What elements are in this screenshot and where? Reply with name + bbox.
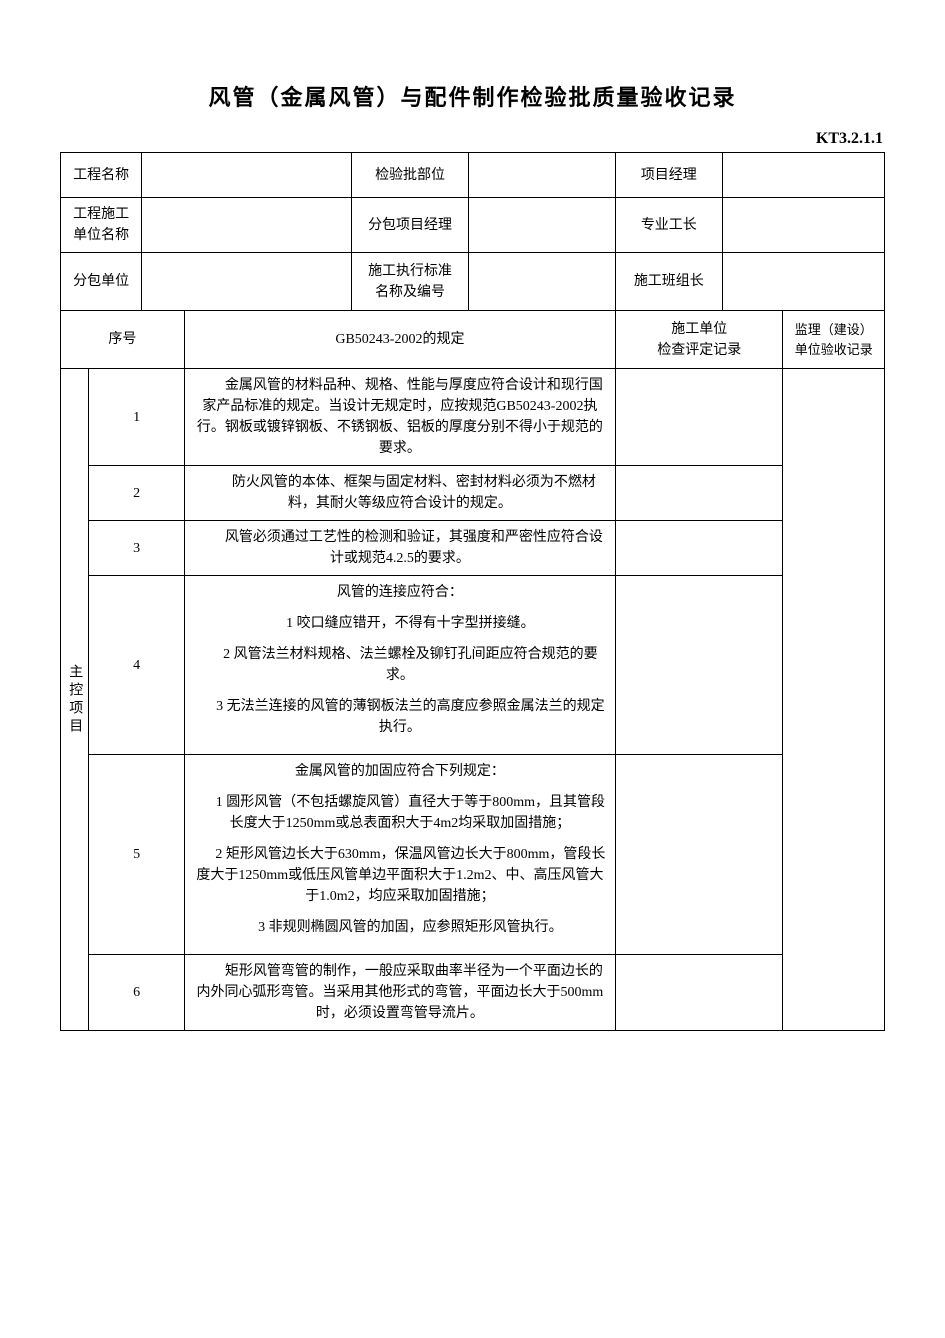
- header-row-1: 工程名称 检验批部位 项目经理: [61, 153, 885, 198]
- content-header-row: 序号 GB50243-2002的规定 施工单位 检查评定记录 监理（建设） 单位…: [61, 311, 885, 369]
- item4-head: 风管的连接应符合：: [191, 582, 609, 603]
- section-main-control: 主控项目: [61, 369, 89, 1031]
- col-supervision-record: 监理（建设） 单位验收记录: [783, 311, 885, 369]
- label-pm: 项目经理: [616, 153, 723, 198]
- item5-head: 金属风管的加固应符合下列规定：: [191, 761, 609, 782]
- check-cell-4[interactable]: [616, 576, 783, 755]
- item-text-3: 风管必须通过工艺性的检测和验证，其强度和严密性应符合设计或规范4.2.5的要求。: [184, 521, 615, 576]
- form-code: KT3.2.1.1: [60, 130, 885, 148]
- col-regulation: GB50243-2002的规定: [184, 311, 615, 369]
- item-row-5: 5 金属风管的加固应符合下列规定： 1 圆形风管（不包括螺旋风管）直径大于等于8…: [61, 755, 885, 955]
- col-seq: 序号: [61, 311, 185, 369]
- check-cell-3[interactable]: [616, 521, 783, 576]
- item5-sub1: 1 圆形风管（不包括螺旋风管）直径大于等于800mm，且其管段长度大于1250m…: [191, 792, 609, 834]
- value-project-name[interactable]: [142, 153, 352, 198]
- value-foreman[interactable]: [722, 198, 884, 253]
- form-page: 风管（金属风管）与配件制作检验批质量验收记录 KT3.2.1.1 工程名称 检验…: [0, 0, 945, 1338]
- value-pm[interactable]: [722, 153, 884, 198]
- label-subcontractor: 分包单位: [61, 253, 142, 311]
- inspection-table: 工程名称 检验批部位 项目经理 工程施工 单位名称 分包项目经理 专业工长 分包…: [60, 152, 885, 1031]
- item-text-1: 金属风管的材料品种、规格、性能与厚度应符合设计和现行国家产品标准的规定。当设计无…: [184, 369, 615, 466]
- col-check-record: 施工单位 检查评定记录: [616, 311, 783, 369]
- item4-sub2: 2 风管法兰材料规格、法兰螺栓及铆钉孔间距应符合规范的要求。: [191, 644, 609, 686]
- item-row-2: 2 防火风管的本体、框架与固定材料、密封材料必须为不燃材料，其耐火等级应符合设计…: [61, 466, 885, 521]
- supervision-cell[interactable]: [783, 369, 885, 1031]
- label-standard-name: 施工执行标准 名称及编号: [352, 253, 469, 311]
- item-row-1: 主控项目 1 金属风管的材料品种、规格、性能与厚度应符合设计和现行国家产品标准的…: [61, 369, 885, 466]
- check-cell-1[interactable]: [616, 369, 783, 466]
- item-text-6: 矩形风管弯管的制作，一般应采取曲率半径为一个平面边长的内外同心弧形弯管。当采用其…: [184, 955, 615, 1031]
- value-construction-unit[interactable]: [142, 198, 352, 253]
- label-batch-part: 检验批部位: [352, 153, 469, 198]
- label-foreman: 专业工长: [616, 198, 723, 253]
- value-batch-part[interactable]: [468, 153, 615, 198]
- item-row-6: 6 矩形风管弯管的制作，一般应采取曲率半径为一个平面边长的内外同心弧形弯管。当采…: [61, 955, 885, 1031]
- item5-sub3: 3 非规则椭圆风管的加固，应参照矩形风管执行。: [191, 917, 609, 938]
- item-text-5: 金属风管的加固应符合下列规定： 1 圆形风管（不包括螺旋风管）直径大于等于800…: [184, 755, 615, 955]
- page-title: 风管（金属风管）与配件制作检验批质量验收记录: [60, 80, 885, 112]
- check-cell-5[interactable]: [616, 755, 783, 955]
- label-project-name: 工程名称: [61, 153, 142, 198]
- value-subcontractor[interactable]: [142, 253, 352, 311]
- item4-sub3: 3 无法兰连接的风管的薄钢板法兰的高度应参照金属法兰的规定执行。: [191, 696, 609, 738]
- label-sub-pm: 分包项目经理: [352, 198, 469, 253]
- header-row-3: 分包单位 施工执行标准 名称及编号 施工班组长: [61, 253, 885, 311]
- item-text-4: 风管的连接应符合： 1 咬口缝应错开，不得有十字型拼接缝。 2 风管法兰材料规格…: [184, 576, 615, 755]
- item5-sub2: 2 矩形风管边长大于630mm，保温风管边长大于800mm，管段长度大于1250…: [191, 844, 609, 907]
- label-construction-unit: 工程施工 单位名称: [61, 198, 142, 253]
- check-cell-6[interactable]: [616, 955, 783, 1031]
- item4-sub1: 1 咬口缝应错开，不得有十字型拼接缝。: [191, 613, 609, 634]
- item-num-1: 1: [89, 369, 184, 466]
- label-team-leader: 施工班组长: [616, 253, 723, 311]
- item-row-3: 3 风管必须通过工艺性的检测和验证，其强度和严密性应符合设计或规范4.2.5的要…: [61, 521, 885, 576]
- header-row-2: 工程施工 单位名称 分包项目经理 专业工长: [61, 198, 885, 253]
- item-num-3: 3: [89, 521, 184, 576]
- item-num-2: 2: [89, 466, 184, 521]
- value-team-leader[interactable]: [722, 253, 884, 311]
- item-num-5: 5: [89, 755, 184, 955]
- check-cell-2[interactable]: [616, 466, 783, 521]
- value-sub-pm[interactable]: [468, 198, 615, 253]
- item-num-6: 6: [89, 955, 184, 1031]
- item-text-2: 防火风管的本体、框架与固定材料、密封材料必须为不燃材料，其耐火等级应符合设计的规…: [184, 466, 615, 521]
- item-num-4: 4: [89, 576, 184, 755]
- value-standard-name[interactable]: [468, 253, 615, 311]
- item-row-4: 4 风管的连接应符合： 1 咬口缝应错开，不得有十字型拼接缝。 2 风管法兰材料…: [61, 576, 885, 755]
